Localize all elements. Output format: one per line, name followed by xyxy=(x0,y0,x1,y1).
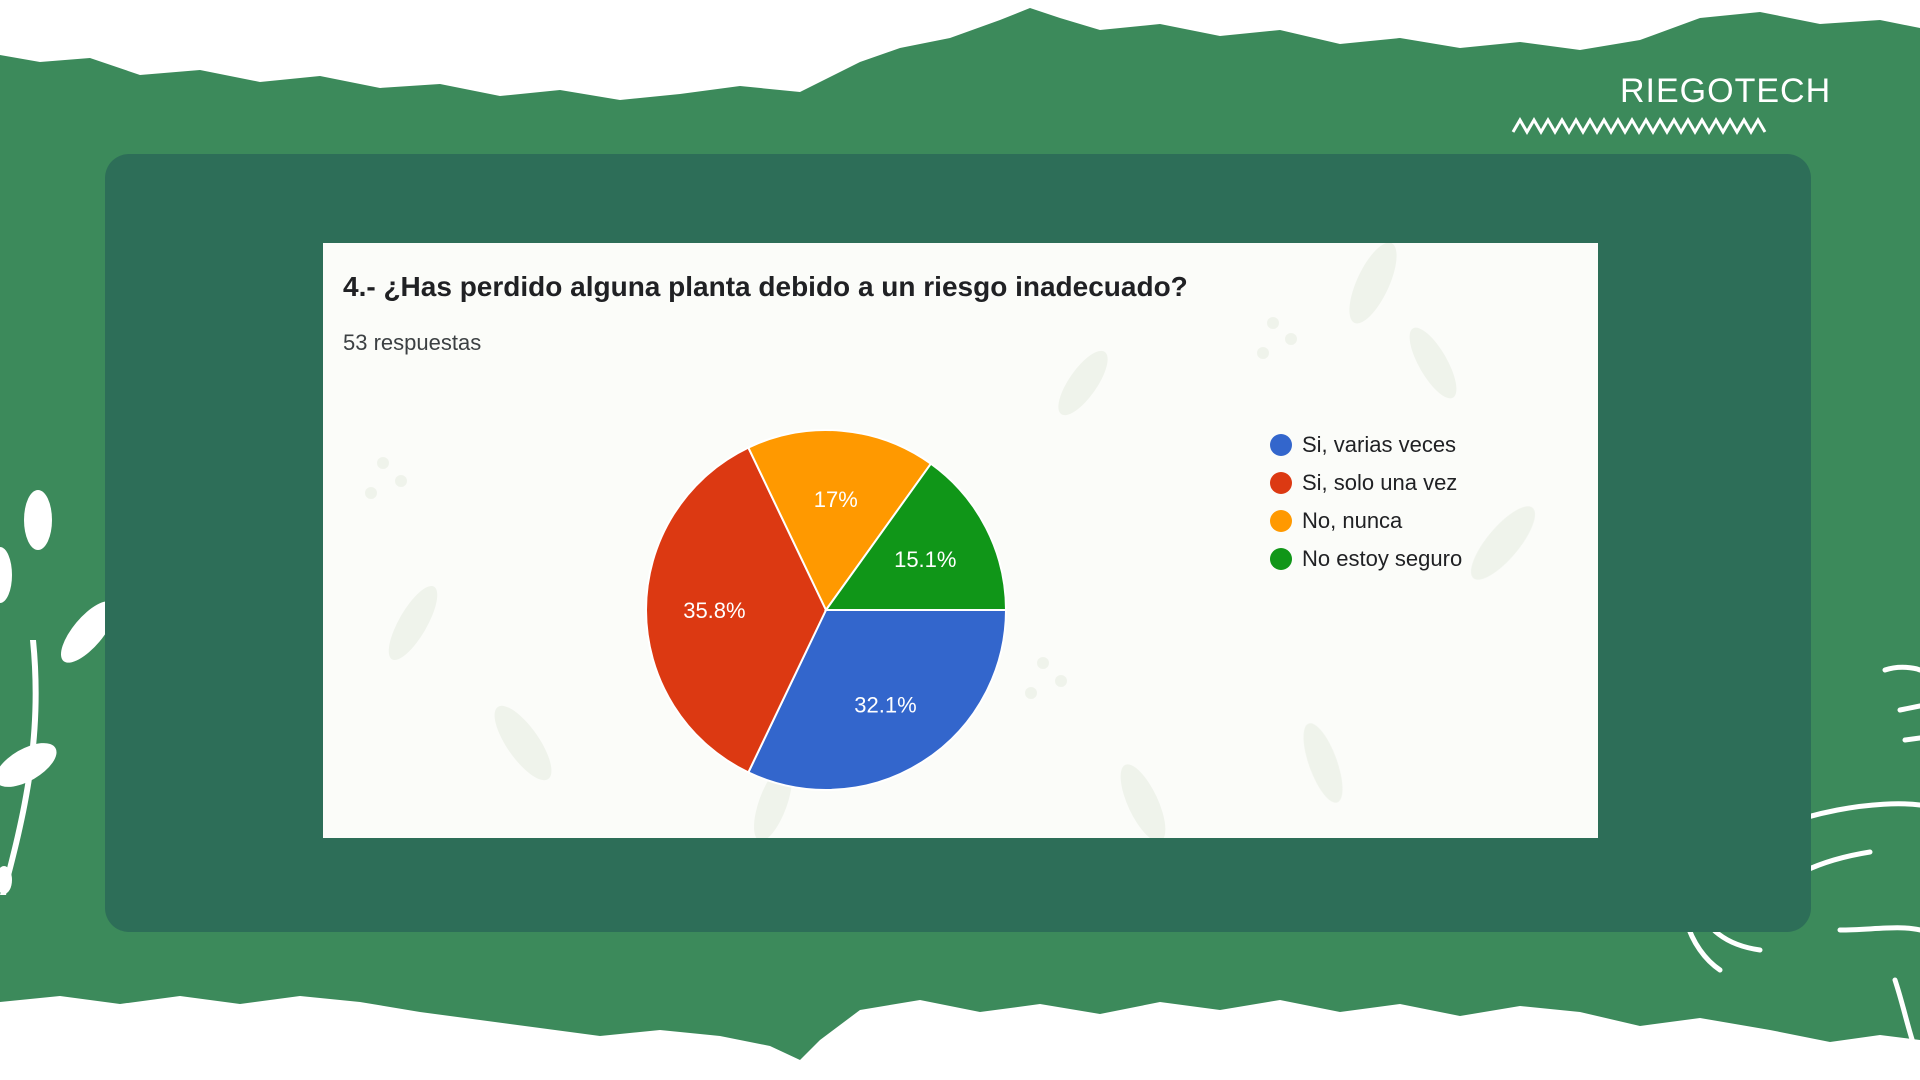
legend-swatch-icon xyxy=(1270,548,1292,570)
brand-zigzag xyxy=(1511,117,1767,135)
pie-slice-label-1: 35.8% xyxy=(683,598,745,623)
chart-legend: Si, varias veces Si, solo una vez No, nunc… xyxy=(1270,426,1462,578)
legend-swatch-icon xyxy=(1270,434,1292,456)
legend-label: No estoy seguro xyxy=(1302,546,1463,571)
pie-slice-1[interactable] xyxy=(645,446,828,774)
legend-item-3[interactable]: No estoy seguro xyxy=(1270,540,1462,578)
survey-chart-card: 4.- ¿Has perdido alguna planta debido a … xyxy=(323,243,1598,838)
legend-swatch-icon xyxy=(1270,510,1292,532)
legend-item-1[interactable]: Si, solo una vez xyxy=(1270,464,1462,502)
leaf-pattern-background xyxy=(365,243,1536,838)
legend-item-0[interactable]: Si, varias veces xyxy=(1270,426,1462,464)
legend-item-2[interactable]: No, nunca xyxy=(1270,502,1462,540)
leaf-branch-left xyxy=(0,490,115,895)
legend-label: Si, solo una vez xyxy=(1302,470,1458,495)
pie-slice-2[interactable] xyxy=(747,429,933,612)
brand-logo-text: RIEGOTECH xyxy=(1620,72,1832,110)
pie-slice-label-0: 32.1% xyxy=(854,692,916,717)
pie-chart: 32.1% 35.8% 17% 15.1% xyxy=(645,429,1008,791)
question-title: 4.- ¿Has perdido alguna planta debido a … xyxy=(343,271,1188,302)
pie-slice-label-2: 17% xyxy=(814,487,858,512)
legend-swatch-icon xyxy=(1270,472,1292,494)
pie-slice-0[interactable] xyxy=(747,609,1008,791)
pie-slice-label-3: 15.1% xyxy=(894,547,956,572)
legend-label: Si, varias veces xyxy=(1302,432,1457,457)
pie-slice-3[interactable] xyxy=(824,462,1008,611)
response-count: 53 respuestas xyxy=(343,330,482,355)
legend-label: No, nunca xyxy=(1302,508,1403,533)
